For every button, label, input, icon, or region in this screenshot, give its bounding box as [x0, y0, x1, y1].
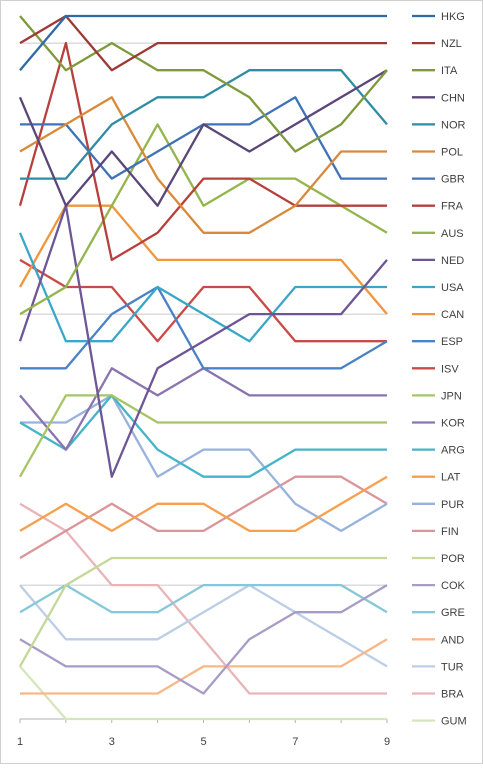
legend-label-fra: FRA: [441, 201, 464, 213]
series-line-aus: [19, 123, 388, 316]
x-tick-label-9: 9: [384, 736, 390, 748]
series-line-jpn: [18, 394, 387, 478]
legend-label-gbr: GBR: [441, 174, 465, 186]
legend-label-lat: LAT: [441, 472, 461, 484]
legend-label-gre: GRE: [441, 607, 465, 619]
legend-label-hkg: HKG: [441, 11, 465, 23]
series-line-hkg: [19, 14, 387, 71]
series-line-tur: [19, 583, 388, 668]
legend-label-jpn: JPN: [441, 390, 462, 402]
legend-label-arg: ARG: [441, 445, 465, 457]
legend-label-chn: CHN: [441, 92, 465, 104]
series-line-gre: [19, 583, 388, 614]
x-axis: 1 3 5 7 9: [17, 718, 390, 748]
series-line-gum: [19, 665, 387, 721]
series-line-pur: [20, 394, 388, 533]
legend-label-usa: USA: [441, 282, 464, 294]
series-line-fin: [19, 475, 388, 559]
series-line-and: [20, 638, 388, 695]
series-line-fra: [18, 41, 387, 262]
legend-label-nor: NOR: [441, 119, 466, 131]
x-tick-label-1: 1: [17, 736, 23, 748]
legend-label-pur: PUR: [441, 499, 464, 511]
legend-label-ita: ITA: [441, 65, 458, 77]
series-line-esp: [20, 285, 388, 370]
x-tick-label-5: 5: [200, 736, 206, 748]
series-line-pol: [19, 96, 387, 234]
series-line-cok: [19, 584, 388, 695]
legend-label-por: POR: [441, 553, 465, 565]
series-line-usa: [18, 232, 387, 343]
legend-label-nzl: NZL: [441, 38, 462, 50]
legend-label-gum: GUM: [441, 716, 467, 728]
series-line-nor: [20, 69, 388, 180]
series-line-chn: [18, 69, 388, 207]
legend-label-and: AND: [441, 634, 464, 646]
x-tick-label-3: 3: [109, 736, 115, 748]
series-line-ned: [18, 204, 388, 478]
legend-label-can: CAN: [441, 309, 464, 321]
legend-label-cok: COK: [441, 580, 466, 592]
series-line-lat: [19, 475, 388, 533]
legend-label-pol: POL: [441, 147, 463, 159]
series-lines: [18, 14, 388, 721]
legend: HKG NZL ITA CHN NOR POL GBR FRA AUS NED USA CAN ESP I…: [412, 11, 467, 728]
legend-label-esp: ESP: [441, 336, 463, 348]
legend-label-kor: KOR: [441, 418, 465, 430]
legend-label-aus: AUS: [441, 228, 464, 240]
series-line-bra: [19, 502, 387, 695]
legend-label-ned: NED: [441, 255, 464, 267]
series-line-can: [18, 204, 388, 315]
legend-label-isv: ISV: [441, 363, 459, 375]
x-tick-label-7: 7: [292, 736, 298, 748]
series-line-ita: [19, 15, 388, 153]
legend-label-fin: FIN: [441, 526, 459, 538]
series-line-por: [18, 556, 387, 667]
series-line-arg: [19, 394, 387, 478]
legend-label-tur: TUR: [441, 661, 464, 673]
legend-label-bra: BRA: [441, 689, 464, 701]
series-line-isv: [19, 258, 387, 343]
series-line-nzl: [19, 14, 387, 72]
